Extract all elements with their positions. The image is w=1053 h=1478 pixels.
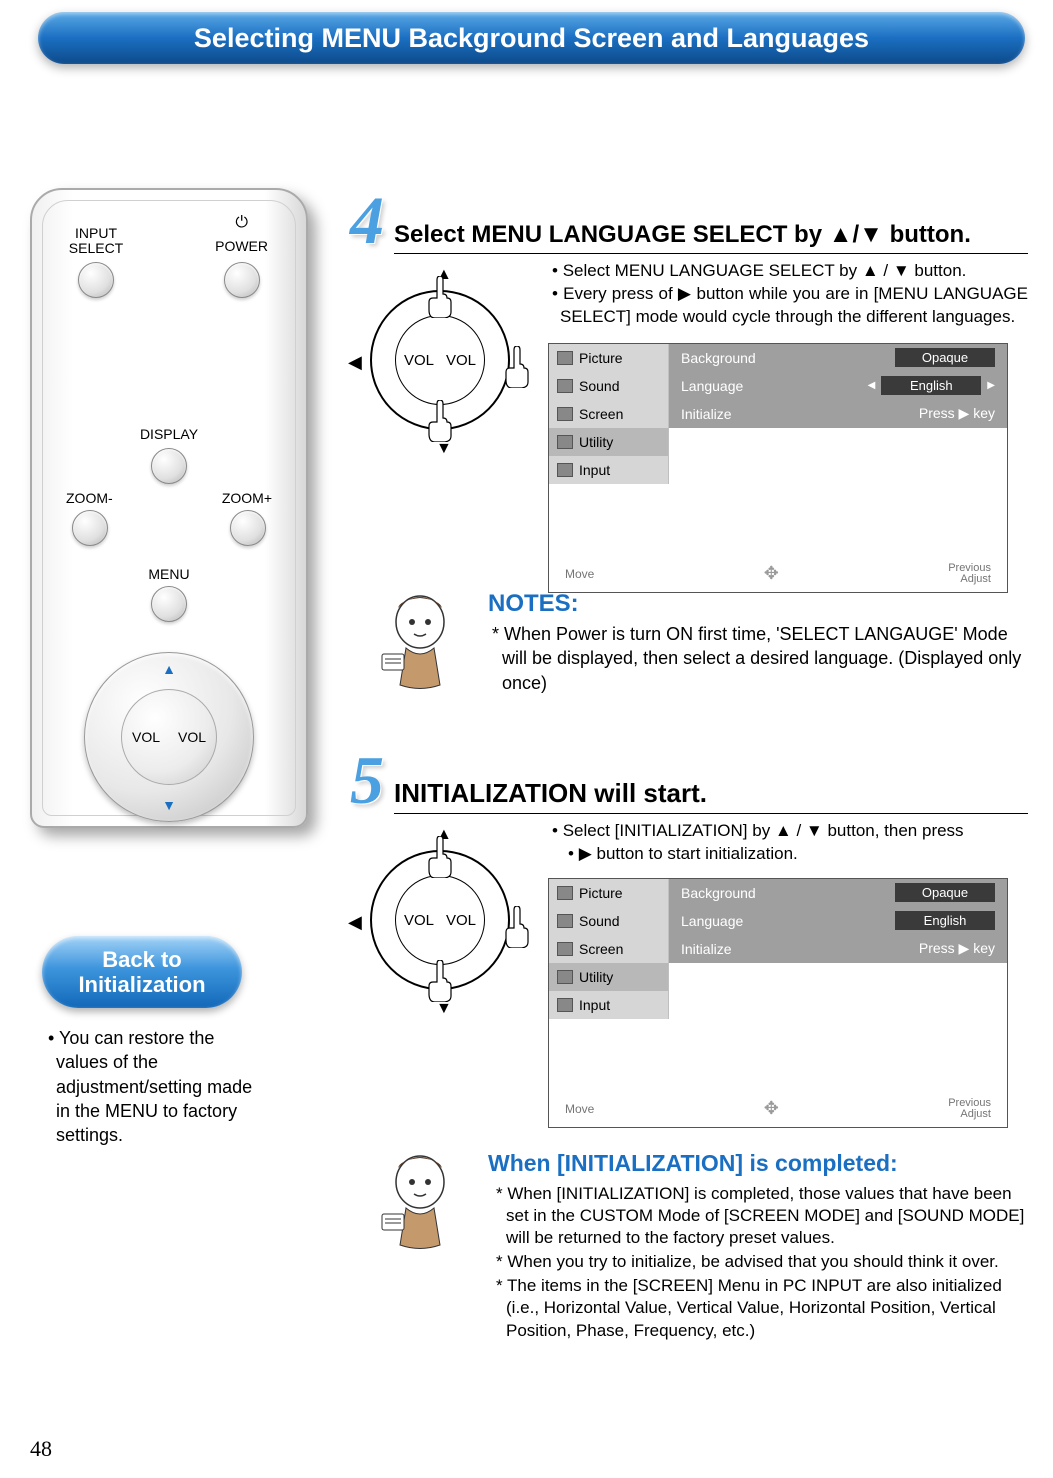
menu-item-icon xyxy=(557,886,573,900)
menu-left-item: Sound xyxy=(549,907,668,935)
completed-p3: * The items in the [SCREEN] Menu in PC I… xyxy=(488,1275,1025,1341)
menu-left-item: Picture xyxy=(549,344,668,372)
hand-icon xyxy=(425,276,455,318)
menu-item-icon xyxy=(557,998,573,1012)
menu-right-row: LanguageEnglish xyxy=(669,907,1007,935)
osd-menu-4: PictureSoundScreenUtilityInput Backgroun… xyxy=(548,343,1008,593)
step-4-bullets: Select MENU LANGUAGE SELECT by ▲ / ▼ but… xyxy=(546,260,1028,593)
menu-item-icon xyxy=(557,351,573,365)
character-icon xyxy=(370,1150,470,1260)
menu-right-row: InitializePress ▶ key xyxy=(669,400,1007,428)
joystick-icon: ✥ xyxy=(764,1098,779,1119)
menu-item-icon xyxy=(557,435,573,449)
menu-label: MENU xyxy=(148,566,189,582)
page-title-bar: Selecting MENU Background Screen and Lan… xyxy=(38,12,1025,64)
menu-button[interactable] xyxy=(151,586,187,622)
notes-body: * When Power is turn ON first time, 'SEL… xyxy=(488,622,1023,695)
vol-left-label: VOL xyxy=(132,729,160,745)
input-select-button[interactable] xyxy=(78,262,114,298)
dial-down-icon: ▼ xyxy=(436,440,452,458)
menu-right-row: BackgroundOpaque xyxy=(669,344,1007,372)
step-5-title: INITIALIZATION will start. xyxy=(394,778,1028,814)
menu-left-item: Utility xyxy=(549,963,668,991)
menu-left-item: Input xyxy=(549,456,668,484)
zoom-plus-button[interactable] xyxy=(230,510,266,546)
menu-left-item: Screen xyxy=(549,400,668,428)
back-to-init-heading: Back to Initialization xyxy=(42,936,242,1008)
page-number: 48 xyxy=(30,1436,52,1462)
menu-left-item: Sound xyxy=(549,372,668,400)
dpad-up-icon: ▲ xyxy=(162,661,176,677)
notes-heading: NOTES: xyxy=(488,590,1023,618)
hand-icon xyxy=(425,400,455,442)
notes-section: NOTES: * When Power is turn ON first tim… xyxy=(370,590,1023,700)
menu-item-icon xyxy=(557,914,573,928)
remote-control: INPUTSELECT POWER ⏻ DISPLAY ZOOM- ZOOM+ … xyxy=(30,188,308,828)
completed-p2: * When you try to initialize, be advised… xyxy=(488,1251,1025,1273)
display-label: DISPLAY xyxy=(140,426,198,442)
step-number-4: 4 xyxy=(350,186,384,254)
back-to-init-body: • You can restore the values of the adju… xyxy=(42,1026,262,1147)
dpad[interactable]: ▲ ▼ VOL VOL xyxy=(84,652,254,822)
osd-menu-5: PictureSoundScreenUtilityInput Backgroun… xyxy=(548,878,1008,1128)
step-4: 4 Select MENU LANGUAGE SELECT by ▲/▼ but… xyxy=(350,186,1028,593)
step-5-bullets: Select [INITIALIZATION] by ▲ / ▼ button,… xyxy=(546,820,1028,1128)
hand-icon xyxy=(425,836,455,878)
dial-left-icon: ◀ xyxy=(348,912,362,933)
menu-item-icon xyxy=(557,970,573,984)
menu-item-icon xyxy=(557,379,573,393)
completed-p1: * When [INITIALIZATION] is completed, th… xyxy=(488,1183,1025,1249)
menu-right-row: Language◀English▶ xyxy=(669,372,1007,400)
joystick-icon: ✥ xyxy=(764,563,779,584)
step-5: 5 INITIALIZATION will start. ▲ ▼ ◀ VOL V… xyxy=(350,746,1028,1128)
menu-left-item: Input xyxy=(549,991,668,1019)
menu-foot-move: Move xyxy=(565,1102,594,1116)
hand-icon xyxy=(502,346,532,388)
menu-left-item: Screen xyxy=(549,935,668,963)
completed-section: When [INITIALIZATION] is completed: * Wh… xyxy=(370,1150,1025,1342)
dial-left-icon: ◀ xyxy=(348,352,362,373)
step-4-title: Select MENU LANGUAGE SELECT by ▲/▼ butto… xyxy=(394,221,1028,254)
character-icon xyxy=(370,590,470,700)
power-button[interactable] xyxy=(224,262,260,298)
zoom-minus-button[interactable] xyxy=(72,510,108,546)
dial-down-icon: ▼ xyxy=(436,1000,452,1018)
display-button[interactable] xyxy=(151,448,187,484)
hand-icon xyxy=(425,960,455,1002)
menu-item-icon xyxy=(557,942,573,956)
step-number-5: 5 xyxy=(350,746,384,814)
page-title: Selecting MENU Background Screen and Lan… xyxy=(194,23,869,54)
hand-icon xyxy=(502,906,532,948)
dial-graphic-4: ▲ ▼ ◀ VOL VOL xyxy=(350,260,530,460)
zoom-plus-label: ZOOM+ xyxy=(222,490,272,506)
menu-item-icon xyxy=(557,407,573,421)
menu-right-row: InitializePress ▶ key xyxy=(669,935,1007,963)
power-label: POWER xyxy=(215,238,268,254)
dpad-down-icon: ▼ xyxy=(162,797,176,813)
dpad-center[interactable]: VOL VOL xyxy=(121,689,217,785)
menu-foot-move: Move xyxy=(565,567,594,581)
menu-left-item: Utility xyxy=(549,428,668,456)
menu-item-icon xyxy=(557,463,573,477)
dial-graphic-5: ▲ ▼ ◀ VOL VOL xyxy=(350,820,530,1020)
menu-right-row: BackgroundOpaque xyxy=(669,879,1007,907)
back-to-init-section: Back to Initialization • You can restore… xyxy=(42,936,262,1147)
zoom-minus-label: ZOOM- xyxy=(66,490,113,506)
completed-heading: When [INITIALIZATION] is completed: xyxy=(488,1150,1025,1177)
input-select-label: INPUTSELECT xyxy=(66,226,126,255)
power-icon: ⏻ xyxy=(235,214,248,232)
vol-right-label: VOL xyxy=(178,729,206,745)
menu-left-item: Picture xyxy=(549,879,668,907)
